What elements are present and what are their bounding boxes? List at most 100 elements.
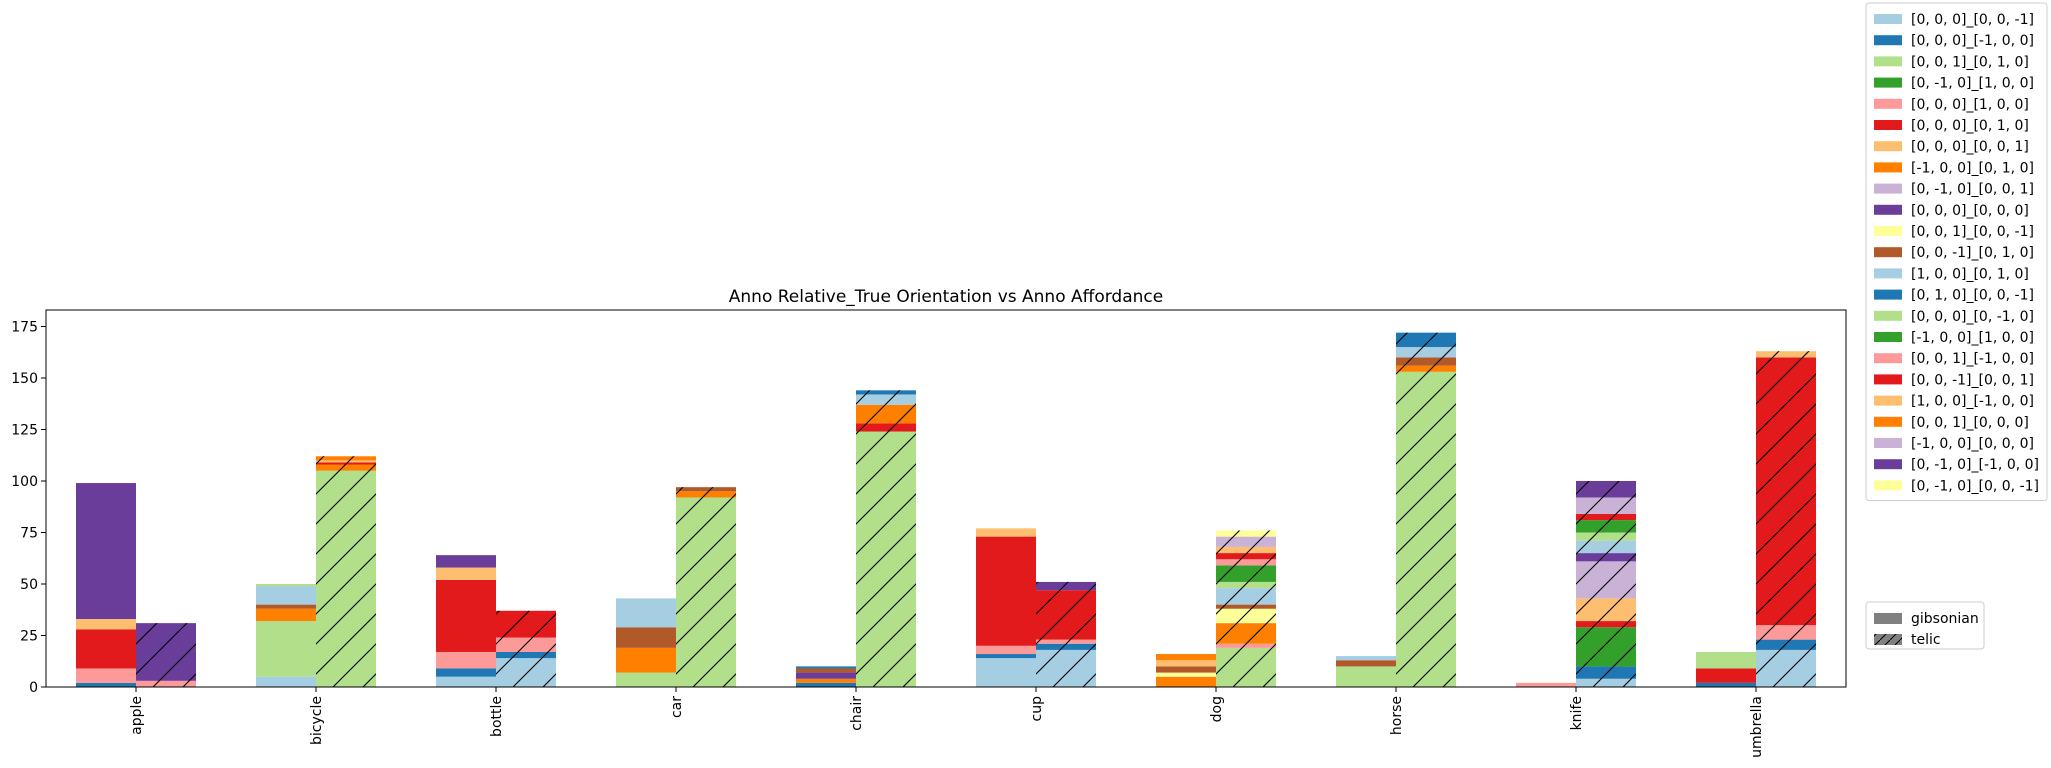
telic-hatch-overlay xyxy=(1756,351,1816,687)
legend-swatch xyxy=(1874,374,1902,385)
bar-segment-gibsonian xyxy=(256,586,316,605)
bar-segment-gibsonian xyxy=(76,668,136,683)
group-legend-swatch xyxy=(1874,613,1902,624)
legend-swatch xyxy=(1874,459,1902,470)
x-tick-label: bicycle xyxy=(309,696,325,745)
bar-segment-gibsonian xyxy=(796,678,856,683)
legend-label: [1, 0, 0]_[-1, 0, 0] xyxy=(1911,394,2034,410)
bar-segment-gibsonian xyxy=(1696,668,1756,683)
x-tick-label: horse xyxy=(1389,696,1405,735)
bar-segment-gibsonian xyxy=(1156,676,1216,687)
legend-swatch xyxy=(1874,416,1902,427)
group-legend-label: gibsonian xyxy=(1911,611,1979,627)
legend-label: [0, 1, 0]_[0, 0, -1] xyxy=(1911,288,2034,304)
x-tick-label: car xyxy=(669,696,685,718)
telic-hatch-overlay xyxy=(496,610,556,687)
bar-segment-gibsonian xyxy=(256,604,316,609)
bar-segment-gibsonian xyxy=(1156,654,1216,661)
group-legend-hatch xyxy=(1874,634,1902,645)
legend-label: [0, 0, 0]_[1, 0, 0] xyxy=(1911,97,2029,113)
legend-swatch xyxy=(1874,353,1902,364)
x-tick-label: chair xyxy=(849,696,865,731)
bar-segment-gibsonian xyxy=(256,621,316,677)
legend-label: [0, 0, 1]_[0, 0, 0] xyxy=(1911,415,2029,431)
bar-segment-gibsonian xyxy=(616,598,676,628)
telic-hatch-overlay xyxy=(1036,581,1096,687)
bar-segment-gibsonian xyxy=(76,629,136,669)
bar-segment-gibsonian xyxy=(616,627,676,648)
bar-segment-gibsonian xyxy=(1156,660,1216,667)
telic-hatch-overlay xyxy=(316,456,376,687)
legend-swatch xyxy=(1874,226,1902,236)
bar-segment-gibsonian xyxy=(256,583,316,587)
y-tick-label: 150 xyxy=(11,371,38,387)
legend-label: [-1, 0, 0]_[0, 0, 0] xyxy=(1911,436,2034,452)
legend-swatch xyxy=(1874,438,1902,448)
y-tick-label: 0 xyxy=(29,680,38,696)
bar-segment-gibsonian xyxy=(1336,660,1396,667)
group-legend-label: telic xyxy=(1911,632,1941,648)
y-tick-label: 100 xyxy=(11,474,38,490)
legend-swatch xyxy=(1874,268,1902,279)
x-tick-label: bottle xyxy=(489,696,505,737)
x-tick-label: cup xyxy=(1029,696,1045,722)
telic-hatch-overlay xyxy=(676,487,736,687)
legend-swatch xyxy=(1874,289,1902,300)
chart-title: Anno Relative_True Orientation vs Anno A… xyxy=(729,287,1163,307)
legend-swatch xyxy=(1874,332,1902,342)
bar-segment-gibsonian xyxy=(436,567,496,580)
bar-segment-gibsonian xyxy=(796,672,856,679)
series-legend: [0, 0, 0]_[0, 0, -1] [0, 0, 0]_[-1, 0, 0]… xyxy=(1865,2,2048,502)
legend-swatch xyxy=(1874,204,1902,215)
x-tick-label: knife xyxy=(1569,696,1585,730)
legend-swatch xyxy=(1874,183,1902,194)
y-tick-label: 75 xyxy=(20,525,38,541)
legend-label: [0, 0, 1]_[0, 0, -1] xyxy=(1911,224,2034,240)
telic-hatch-overlay xyxy=(1396,332,1456,687)
bar-segment-gibsonian xyxy=(76,682,136,687)
bar-segment-gibsonian xyxy=(796,682,856,687)
legend-label: [0, -1, 0]_[1, 0, 0] xyxy=(1911,76,2034,92)
legend-swatch xyxy=(1874,77,1902,88)
legend-swatch xyxy=(1874,120,1902,130)
bar-segment-gibsonian xyxy=(796,668,856,673)
bar-segment-gibsonian xyxy=(436,676,496,687)
legend-label: [0, 0, 0]_[0, 0, -1] xyxy=(1911,12,2034,28)
group-legend: gibsonian telic xyxy=(1865,601,1985,650)
legend-label: [0, -1, 0]_[-1, 0, 0] xyxy=(1911,457,2039,473)
telic-hatch-overlay xyxy=(136,623,196,687)
telic-hatch-overlay xyxy=(856,390,916,687)
bar-segment-gibsonian xyxy=(1696,682,1756,687)
telic-hatch-overlay xyxy=(1216,530,1276,687)
legend-label: [0, -1, 0]_[0, 0, -1] xyxy=(1911,478,2039,494)
legend-label: [0, 0, 1]_[0, 1, 0] xyxy=(1911,54,2029,70)
x-tick-label: dog xyxy=(1209,696,1225,722)
legend-swatch xyxy=(1874,141,1902,152)
legend-label: [0, 0, 0]_[0, 1, 0] xyxy=(1911,118,2029,134)
bar-segment-gibsonian xyxy=(76,619,136,630)
legend-label: [0, -1, 0]_[0, 0, 1] xyxy=(1911,182,2034,198)
legend-label: [0, 0, 0]_[0, 0, 0] xyxy=(1911,203,2029,219)
legend-box xyxy=(1865,2,2048,502)
legend-swatch xyxy=(1874,98,1902,109)
legend-label: [0, 0, -1]_[0, 1, 0] xyxy=(1911,245,2034,261)
bar-segment-gibsonian xyxy=(1696,651,1756,669)
bar-segment-gibsonian xyxy=(256,608,316,622)
bar-segment-gibsonian xyxy=(976,654,1036,659)
axes-layer: 0 25 50 75 100 125 150 175 apple bicycle bottle car… xyxy=(11,309,1847,758)
y-tick-label: 175 xyxy=(11,319,38,335)
bar-segment-gibsonian xyxy=(256,676,316,687)
legend-swatch xyxy=(1874,14,1902,24)
legend-label: [0, 0, 0]_[-1, 0, 0] xyxy=(1911,33,2034,49)
bar-segment-gibsonian xyxy=(1156,672,1216,677)
plot-frame xyxy=(45,309,1847,688)
legend-label: [-1, 0, 0]_[1, 0, 0] xyxy=(1911,330,2034,346)
bar-segment-gibsonian xyxy=(616,672,676,687)
bar-segment-gibsonian xyxy=(1336,656,1396,661)
x-tick-label: apple xyxy=(129,696,145,735)
legend-swatch xyxy=(1874,395,1902,406)
legend-swatch xyxy=(1874,56,1902,67)
bar-segment-gibsonian xyxy=(436,651,496,669)
legend-swatch xyxy=(1874,35,1902,46)
